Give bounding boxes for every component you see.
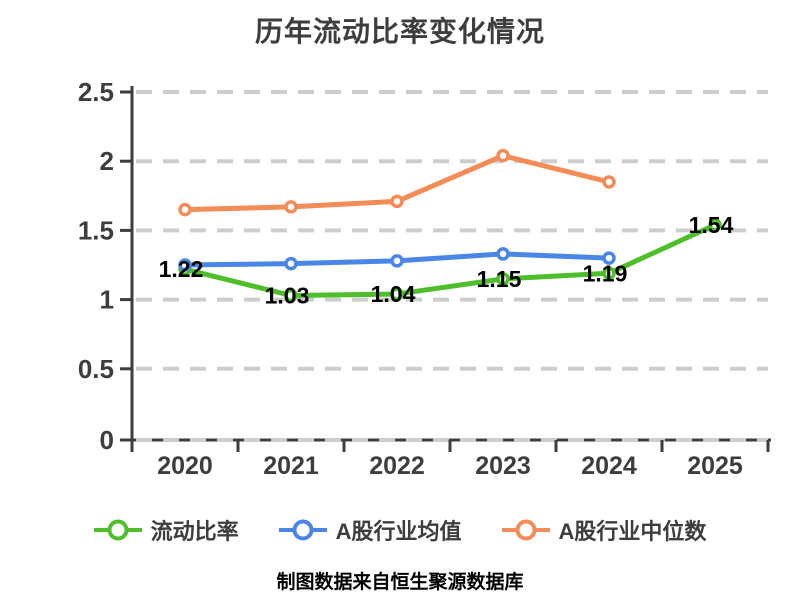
data-point-label-series-0: 1.22	[159, 256, 204, 282]
data-point-label-series-0: 1.54	[689, 212, 734, 238]
data-point-label-series-0: 1.15	[477, 266, 522, 292]
legend-label-current-ratio: 流动比率	[150, 519, 239, 544]
x-tick-label: 2022	[369, 452, 425, 480]
y-tick-label: 0	[100, 425, 114, 455]
data-point-series-0	[496, 272, 510, 286]
y-tick-label: 1.5	[78, 215, 114, 245]
data-point-label-series-0: 1.19	[583, 260, 628, 286]
legend-marker-orange-icon	[501, 519, 550, 541]
data-point-series-2	[390, 194, 404, 209]
data-point-series-0	[284, 288, 298, 303]
y-tick-label: 2	[100, 146, 114, 176]
x-tick-label: 2023	[475, 452, 531, 480]
data-source-note: 制图数据来自恒生聚源数据库	[276, 572, 524, 593]
x-tick-label: 2021	[263, 452, 319, 480]
data-point-series-1	[284, 256, 298, 271]
y-tick-label: 2.5	[78, 77, 114, 107]
legend-label-industry-median: A股行业中位数	[558, 519, 707, 544]
data-point-series-0	[602, 266, 616, 281]
data-point-series-1	[390, 254, 404, 268]
series-line-0	[182, 222, 718, 298]
x-tick-label: 2024	[581, 452, 637, 480]
data-point-label-series-0: 1.03	[265, 282, 310, 308]
line-chart-plot-area: 0 0.5 1 1.5 2 2.5 2020 2021 2022 2023 2024 2025 1.22…	[78, 77, 771, 480]
data-point-series-0	[708, 218, 722, 232]
data-point-series-2	[178, 202, 192, 217]
data-point-series-2	[602, 175, 616, 189]
data-point-series-2	[284, 200, 298, 214]
legend-item-current-ratio: 流动比率	[93, 514, 239, 546]
data-point-label-series-0: 1.04	[371, 281, 416, 307]
legend-item-industry-mean: A股行业均值	[278, 514, 462, 546]
data-point-series-1	[602, 251, 616, 265]
data-point-series-1	[496, 247, 510, 261]
data-point-series-0	[390, 287, 404, 301]
y-tick-label: 1	[100, 285, 114, 315]
legend-item-industry-median: A股行业中位数	[501, 514, 707, 546]
x-tick-label: 2025	[687, 452, 743, 480]
legend-marker-blue-icon	[278, 519, 327, 541]
chart-legend: 流动比率 A股行业均值 A股行业中位数	[0, 514, 800, 546]
data-point-series-1	[178, 258, 192, 272]
x-tick-label: 2020	[157, 452, 213, 480]
legend-label-industry-mean: A股行业均值	[335, 519, 462, 544]
legend-marker-green-icon	[93, 519, 142, 541]
y-tick-label: 0.5	[78, 354, 114, 384]
data-point-series-2	[496, 148, 510, 163]
chart-title: 历年流动比率变化情况	[254, 16, 545, 47]
